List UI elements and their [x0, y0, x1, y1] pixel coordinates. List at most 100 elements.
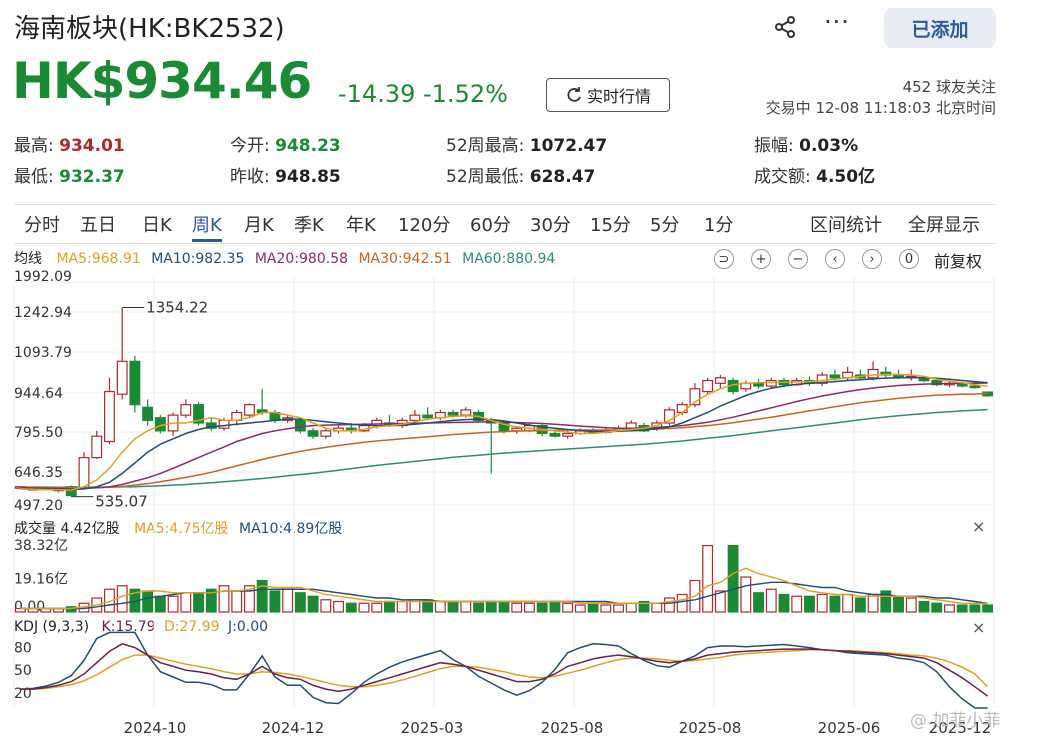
kdj-close-icon[interactable]: × — [972, 618, 986, 637]
candle-body — [918, 378, 930, 382]
volume-bar — [956, 604, 968, 613]
volume-bar — [282, 586, 294, 613]
tab-3[interactable]: 周K — [192, 211, 222, 242]
stat-low: 最低: 932.37 — [14, 162, 125, 187]
ma10-legend: MA10:982.35 — [151, 251, 245, 267]
tab-11[interactable]: 5分 — [650, 215, 680, 236]
volume-bar — [587, 602, 599, 613]
volume-bar — [982, 604, 994, 613]
stat-52w-high-label: 52周最高: — [446, 136, 525, 156]
volume-bar — [294, 592, 306, 613]
volume-bar — [524, 602, 535, 613]
volume-bar — [205, 588, 217, 613]
volume-bar — [676, 593, 688, 613]
kdj-j-line — [20, 631, 988, 709]
right-tab-1[interactable]: 全屏显示 — [908, 215, 980, 236]
adjust-label[interactable]: 前复权 — [934, 252, 983, 271]
tab-1[interactable]: 五日 — [80, 215, 116, 236]
change-percent: -1.52% — [423, 80, 508, 108]
volume-bar — [765, 588, 777, 613]
tab-6[interactable]: 年K — [346, 215, 376, 236]
stat-open-label: 今开: — [230, 136, 270, 156]
kdj-d-line — [20, 649, 989, 690]
tab-0[interactable]: 分时 — [24, 215, 60, 236]
volume-bar — [740, 576, 752, 613]
tab-4[interactable]: 月K — [244, 215, 274, 236]
volume-bar — [638, 600, 650, 613]
reset-icon[interactable]: 0 — [899, 249, 919, 269]
ma-label[interactable]: 均线 — [14, 251, 42, 267]
ma5-legend: MA5:968.91 — [56, 251, 141, 267]
stat-prev: 昨收: 948.85 — [230, 162, 341, 187]
volume-bar — [829, 595, 841, 613]
candle-body — [218, 419, 230, 429]
candle-body — [460, 409, 472, 416]
vol-ma10-legend: MA10:4.89亿股 — [238, 521, 343, 537]
kdj-tick-label: 20 — [14, 686, 32, 702]
volume-close-icon[interactable]: × — [972, 517, 986, 536]
collapse-icon[interactable]: ⊃ — [714, 249, 734, 269]
volume-bar — [333, 600, 344, 613]
volume-bar — [116, 585, 128, 613]
volume-bar — [371, 602, 383, 613]
tab-5[interactable]: 季K — [294, 215, 324, 236]
tab-7[interactable]: 120分 — [398, 215, 451, 236]
volume-bar — [905, 597, 917, 613]
high-annotation-label: 1354.22 — [146, 299, 208, 317]
realtime-button[interactable]: 实时行情 — [546, 78, 670, 112]
volume-bar — [562, 602, 574, 613]
volume-bar — [14, 607, 26, 613]
kdj-label: KDJ (9,3,3) — [14, 619, 90, 635]
candle-body — [78, 457, 90, 489]
candle-body — [104, 390, 115, 443]
page-title: 海南板块(HK:BK2532) — [14, 14, 285, 44]
tab-12[interactable]: 1分 — [704, 215, 734, 236]
zoom-in-icon[interactable]: + — [751, 249, 771, 269]
volume-bar — [434, 600, 446, 613]
volume-bar — [104, 588, 115, 613]
volume-bar — [804, 595, 815, 613]
share-icon[interactable] — [772, 14, 798, 40]
zoom-out-icon[interactable]: − — [788, 249, 808, 269]
volume-bar — [65, 606, 77, 613]
volume-bar — [498, 600, 510, 613]
more-icon[interactable]: ··· — [824, 8, 850, 36]
prev-icon[interactable]: ‹ — [825, 249, 845, 269]
tab-8[interactable]: 60分 — [470, 215, 511, 236]
current-price: HK$934.46 — [12, 52, 312, 110]
volume-bar — [753, 592, 764, 613]
stat-amplitude-label: 振幅: — [754, 136, 794, 156]
volume-bar — [778, 593, 790, 613]
candle-body — [753, 382, 764, 387]
price-tick-label: 646.35 — [14, 465, 63, 481]
ma-legend: 均线 MA5:968.91 MA10:982.35 MA20:980.58 MA… — [14, 248, 555, 268]
tab-9[interactable]: 30分 — [530, 215, 571, 236]
tab-10[interactable]: 15分 — [590, 215, 631, 236]
status-date: 12-08 — [815, 99, 860, 117]
candle-body — [244, 404, 255, 416]
volume-tick-label: 38.32亿 — [14, 538, 68, 554]
kdj-k-legend: K:15.79 — [101, 619, 156, 635]
volume-ma5-line — [20, 567, 988, 610]
stat-amplitude-value: 0.03% — [799, 136, 859, 156]
x-axis-label: 2025-08 — [679, 719, 742, 737]
candle-body — [409, 414, 421, 421]
volume-bar — [880, 590, 892, 613]
candle-body — [676, 404, 688, 414]
stat-open: 今开: 948.23 — [230, 131, 341, 156]
candle-body — [307, 430, 319, 437]
volume-bar — [816, 593, 828, 613]
added-button[interactable]: 已添加 — [884, 8, 996, 48]
volume-bar — [231, 590, 243, 613]
volume-bar — [154, 595, 166, 613]
right-tab-0[interactable]: 区间统计 — [810, 215, 882, 236]
candle-body — [689, 388, 701, 406]
volume-bar — [485, 600, 497, 613]
volume-bar — [791, 595, 803, 613]
tab-2[interactable]: 日K — [142, 215, 172, 236]
candle-body — [816, 374, 828, 384]
follow-count: 452 — [902, 78, 932, 96]
next-icon[interactable]: › — [862, 249, 882, 269]
price-tick-label: 795.50 — [14, 425, 63, 441]
